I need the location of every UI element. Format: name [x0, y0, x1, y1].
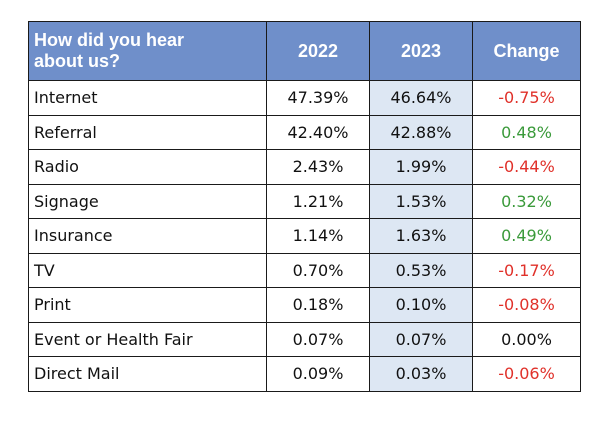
- value-2023-cell: 0.53%: [369, 252, 473, 288]
- table-row: TV 0.70% 0.53% -0.17%: [28, 252, 581, 288]
- value-2023-cell: 1.99%: [369, 149, 473, 185]
- change-cell: -0.17%: [472, 252, 581, 288]
- table-row: Referral 42.40% 42.88% 0.48%: [28, 114, 581, 150]
- value-2022-cell: 42.40%: [266, 114, 370, 150]
- source-cell: Event or Health Fair: [28, 321, 267, 357]
- value-2023-cell: 1.53%: [369, 183, 473, 219]
- value-2022-cell: 1.14%: [266, 218, 370, 254]
- source-cell: TV: [28, 252, 267, 288]
- change-cell: 0.32%: [472, 183, 581, 219]
- value-2022-cell: 1.21%: [266, 183, 370, 219]
- value-2022-cell: 0.70%: [266, 252, 370, 288]
- table-row: Radio 2.43% 1.99% -0.44%: [28, 149, 581, 185]
- value-2023-cell: 0.10%: [369, 287, 473, 323]
- change-cell: -0.44%: [472, 149, 581, 185]
- header-row: How did you hear about us? 2022 2023 Cha…: [28, 21, 581, 81]
- survey-table: How did you hear about us? 2022 2023 Cha…: [28, 21, 581, 392]
- value-2022-cell: 0.18%: [266, 287, 370, 323]
- change-cell: -0.06%: [472, 356, 581, 392]
- change-cell: -0.08%: [472, 287, 581, 323]
- source-cell: Signage: [28, 183, 267, 219]
- value-2023-cell: 0.03%: [369, 356, 473, 392]
- change-cell: 0.00%: [472, 321, 581, 357]
- table-row: Insurance 1.14% 1.63% 0.49%: [28, 218, 581, 254]
- change-cell: 0.49%: [472, 218, 581, 254]
- value-2023-cell: 42.88%: [369, 114, 473, 150]
- source-cell: Print: [28, 287, 267, 323]
- value-2022-cell: 0.07%: [266, 321, 370, 357]
- year-2023-header: 2023: [369, 21, 473, 81]
- value-2023-cell: 46.64%: [369, 80, 473, 116]
- change-cell: -0.75%: [472, 80, 581, 116]
- value-2022-cell: 47.39%: [266, 80, 370, 116]
- table-row: Direct Mail 0.09% 0.03% -0.06%: [28, 356, 581, 392]
- value-2022-cell: 2.43%: [266, 149, 370, 185]
- question-header-line1: How did you hear: [34, 30, 185, 50]
- table-row: Event or Health Fair 0.07% 0.07% 0.00%: [28, 321, 581, 357]
- change-header: Change: [472, 21, 581, 81]
- source-cell: Internet: [28, 80, 267, 116]
- source-cell: Direct Mail: [28, 356, 267, 392]
- source-cell: Referral: [28, 114, 267, 150]
- year-2022-header: 2022: [266, 21, 370, 81]
- question-header: How did you hear about us?: [28, 21, 267, 81]
- table-row: Print 0.18% 0.10% -0.08%: [28, 287, 581, 323]
- source-cell: Radio: [28, 149, 267, 185]
- value-2023-cell: 1.63%: [369, 218, 473, 254]
- table-row: Signage 1.21% 1.53% 0.32%: [28, 183, 581, 219]
- value-2022-cell: 0.09%: [266, 356, 370, 392]
- source-cell: Insurance: [28, 218, 267, 254]
- value-2023-cell: 0.07%: [369, 321, 473, 357]
- change-cell: 0.48%: [472, 114, 581, 150]
- table-row: Internet 47.39% 46.64% -0.75%: [28, 80, 581, 116]
- question-header-line2: about us?: [34, 51, 120, 71]
